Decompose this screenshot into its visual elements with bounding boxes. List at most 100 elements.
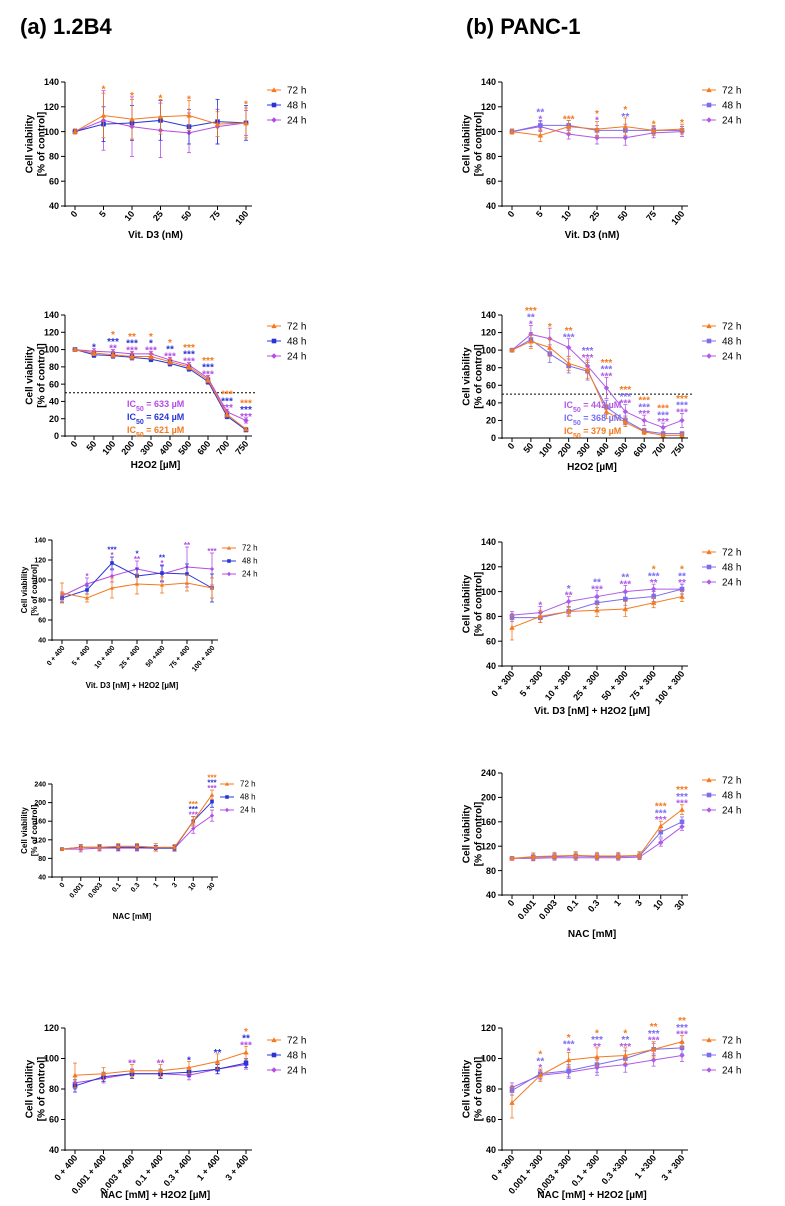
y-axis-label-line2: [% of control]: [474, 1057, 485, 1121]
y-axis-label-line2: [% of control]: [30, 804, 39, 856]
y-tick-label: 0: [54, 431, 59, 441]
y-tick-label: 160: [34, 819, 46, 826]
data-point: [210, 799, 214, 804]
y-axis-label: Cell viability[% of control]: [462, 112, 485, 176]
chart-a3: 40 60 80 100 120 140 0 + 400 5 + 400 10 + 400 25 …: [20, 537, 258, 690]
series-72h: [509, 1035, 685, 1119]
data-point: [243, 1060, 249, 1066]
y-tick-label: 200: [481, 793, 496, 803]
significance-marker: *: [529, 319, 533, 330]
series-72h: [72, 1045, 249, 1088]
y-tick-label: 120: [34, 837, 46, 844]
x-tick-label: 75: [208, 209, 222, 223]
significance-marker: *: [623, 105, 627, 116]
significance-marker: *: [187, 95, 191, 106]
significance-marker: *: [652, 565, 656, 576]
significance-marker: *: [652, 119, 656, 130]
data-point: [573, 852, 579, 858]
x-tick-label: 10: [651, 898, 665, 912]
legend-marker: [271, 1037, 277, 1043]
significance-marker: ***: [638, 402, 650, 413]
x-tick-label: 0.001: [69, 882, 86, 900]
panel-b-title: (b) PANC-1: [466, 14, 581, 39]
legend-label: 72 h: [722, 85, 741, 96]
x-tick-label: 10: [122, 209, 136, 223]
significance-marker: **: [536, 108, 544, 119]
significance-marker: *: [92, 343, 96, 354]
y-tick-label: 60: [49, 379, 59, 389]
y-tick-label: 0: [491, 433, 496, 443]
significance-marker: *: [187, 1056, 191, 1067]
legend-label: 24 h: [722, 805, 741, 816]
legend-label: 48 h: [722, 562, 741, 573]
legend-label: 48 h: [722, 1050, 741, 1061]
data-point: [243, 417, 249, 424]
legend-label: 72 h: [242, 544, 258, 553]
data-point: [129, 1068, 135, 1073]
x-tick-label: 400: [594, 441, 611, 459]
legend-label: 72 h: [287, 321, 306, 332]
significance-marker: *: [149, 339, 153, 350]
significance-marker: *: [102, 85, 106, 96]
data-point: [622, 588, 629, 595]
significance-marker: ***: [657, 410, 669, 421]
y-axis-label-line2: [% of control]: [37, 1057, 48, 1121]
data-point: [679, 593, 685, 599]
significance-marker: ***: [189, 800, 199, 809]
data-point: [641, 417, 647, 424]
data-point: [623, 596, 628, 602]
series-line: [74, 349, 247, 421]
y-tick-label: 20: [49, 414, 59, 424]
ic50-value: = 442 µM: [581, 400, 621, 410]
data-point: [186, 1064, 192, 1070]
y-tick-label: 200: [34, 800, 46, 807]
data-point: [679, 1039, 685, 1044]
significance-marker: ***: [655, 802, 667, 813]
x-tick-label: 100: [537, 441, 554, 459]
x-axis-label: Vit. D3 (nM): [565, 230, 620, 241]
data-point: [100, 112, 107, 118]
legend-marker: [271, 87, 277, 93]
y-axis-label: Cell viability[% of control]: [20, 804, 39, 856]
data-point: [537, 1072, 544, 1078]
significance-marker: *: [595, 109, 599, 120]
y-tick-label: 80: [49, 362, 59, 372]
y-tick-label: 40: [38, 637, 46, 644]
significance-marker: ***: [657, 417, 669, 428]
x-tick-label: 0 + 300: [489, 1153, 516, 1183]
data-point: [209, 813, 215, 818]
x-tick-label: 1: [612, 898, 623, 908]
y-tick-label: 40: [486, 398, 496, 408]
data-point: [214, 1058, 221, 1064]
legend-marker: [706, 1067, 712, 1073]
legend-marker: [706, 564, 712, 570]
legend: 72 h 48 h 24 h: [702, 547, 741, 588]
series-line: [74, 349, 247, 430]
x-tick-label: 10: [187, 882, 197, 893]
significance-marker: **: [565, 326, 573, 337]
legend-label: 72 h: [287, 85, 306, 96]
data-point: [148, 353, 154, 359]
x-tick-label: 50: [84, 439, 98, 453]
significance-marker: ***: [240, 398, 252, 409]
data-point: [509, 624, 515, 630]
significance-marker: ***: [145, 345, 157, 356]
y-tick-label: 100: [481, 587, 496, 597]
significance-marker: **: [678, 578, 686, 589]
x-tick-label: 100: [100, 439, 117, 457]
x-axis-label: NAC [mM] + H2O2 [µM]: [537, 1190, 646, 1201]
legend-marker: [224, 781, 230, 786]
significance-marker: ***: [202, 363, 214, 374]
ic50-sub: 50: [136, 431, 144, 438]
legend-marker: [706, 338, 712, 344]
significance-marker: **: [157, 1059, 165, 1070]
x-tick-label: 0.001: [516, 898, 538, 922]
significance-marker: ***: [676, 785, 688, 796]
series-72h: [509, 804, 685, 861]
significance-marker: ***: [563, 333, 575, 344]
y-tick-label: 120: [481, 102, 496, 112]
x-tick-label: 3 + 400: [223, 1153, 250, 1183]
significance-marker: ***: [126, 339, 138, 350]
